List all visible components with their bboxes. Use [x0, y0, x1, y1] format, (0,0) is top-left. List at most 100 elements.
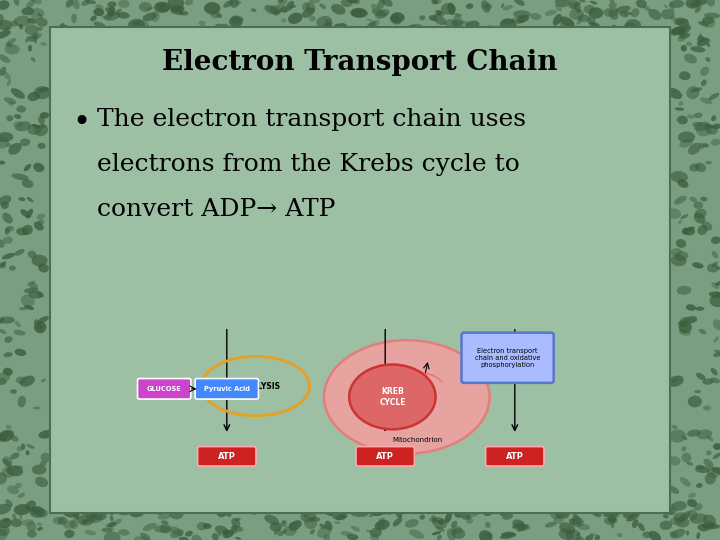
Ellipse shape	[698, 329, 706, 334]
Ellipse shape	[689, 164, 700, 172]
Ellipse shape	[451, 526, 462, 534]
Ellipse shape	[104, 531, 121, 540]
Ellipse shape	[432, 0, 441, 4]
Ellipse shape	[36, 18, 48, 27]
Ellipse shape	[166, 32, 174, 35]
Ellipse shape	[706, 43, 710, 47]
Ellipse shape	[118, 0, 130, 8]
Ellipse shape	[38, 116, 45, 124]
Ellipse shape	[71, 26, 84, 36]
Ellipse shape	[215, 525, 228, 534]
Ellipse shape	[170, 529, 184, 538]
Ellipse shape	[351, 9, 368, 18]
Ellipse shape	[205, 502, 220, 511]
Ellipse shape	[420, 515, 425, 520]
Ellipse shape	[631, 8, 639, 17]
Ellipse shape	[309, 0, 320, 3]
Ellipse shape	[37, 527, 43, 531]
Ellipse shape	[711, 368, 718, 375]
Ellipse shape	[577, 524, 590, 530]
Ellipse shape	[24, 24, 38, 35]
Ellipse shape	[687, 499, 697, 507]
Ellipse shape	[670, 531, 678, 537]
Ellipse shape	[590, 505, 598, 508]
Ellipse shape	[60, 23, 66, 31]
Ellipse shape	[695, 6, 701, 13]
Ellipse shape	[663, 4, 668, 8]
Ellipse shape	[336, 508, 346, 515]
Ellipse shape	[179, 537, 189, 540]
Ellipse shape	[670, 171, 688, 183]
Ellipse shape	[705, 124, 714, 128]
Ellipse shape	[705, 125, 718, 134]
Ellipse shape	[96, 508, 103, 514]
Ellipse shape	[429, 518, 437, 523]
Ellipse shape	[698, 524, 708, 531]
Ellipse shape	[708, 93, 719, 100]
Ellipse shape	[577, 18, 582, 25]
Ellipse shape	[325, 521, 333, 531]
Ellipse shape	[197, 522, 208, 530]
Ellipse shape	[701, 79, 706, 86]
Ellipse shape	[323, 535, 330, 540]
Ellipse shape	[395, 508, 402, 518]
Ellipse shape	[4, 352, 13, 357]
Ellipse shape	[617, 27, 622, 31]
Ellipse shape	[22, 179, 33, 188]
Ellipse shape	[2, 253, 15, 259]
Ellipse shape	[0, 261, 6, 267]
Ellipse shape	[37, 27, 43, 31]
Ellipse shape	[234, 518, 240, 522]
Ellipse shape	[38, 316, 49, 323]
Ellipse shape	[71, 508, 79, 520]
Ellipse shape	[171, 502, 184, 511]
Ellipse shape	[559, 18, 574, 29]
Ellipse shape	[445, 19, 458, 28]
Ellipse shape	[53, 517, 64, 524]
Ellipse shape	[216, 14, 222, 18]
Ellipse shape	[688, 396, 702, 408]
Ellipse shape	[91, 512, 96, 518]
Ellipse shape	[716, 266, 720, 270]
Ellipse shape	[667, 507, 677, 515]
Ellipse shape	[147, 509, 153, 513]
Ellipse shape	[282, 521, 287, 524]
Ellipse shape	[117, 12, 130, 19]
Ellipse shape	[668, 429, 686, 443]
Ellipse shape	[713, 353, 720, 357]
Ellipse shape	[341, 0, 353, 7]
Ellipse shape	[441, 3, 456, 15]
Ellipse shape	[26, 209, 33, 218]
Ellipse shape	[161, 521, 168, 525]
Ellipse shape	[432, 517, 447, 529]
Ellipse shape	[16, 376, 26, 384]
Ellipse shape	[667, 88, 682, 99]
Ellipse shape	[281, 507, 288, 512]
Ellipse shape	[590, 1, 598, 4]
Ellipse shape	[107, 11, 114, 17]
Ellipse shape	[678, 131, 695, 143]
Ellipse shape	[702, 143, 708, 147]
Text: ATP: ATP	[506, 452, 523, 461]
Ellipse shape	[9, 266, 16, 271]
Ellipse shape	[132, 21, 139, 25]
Ellipse shape	[118, 529, 130, 536]
Ellipse shape	[706, 450, 711, 455]
Ellipse shape	[696, 532, 701, 539]
Ellipse shape	[38, 264, 49, 273]
Ellipse shape	[575, 2, 581, 6]
Text: ATP: ATP	[218, 452, 235, 461]
Ellipse shape	[590, 22, 597, 26]
Circle shape	[349, 364, 436, 429]
Ellipse shape	[30, 35, 37, 42]
Ellipse shape	[701, 197, 707, 201]
Ellipse shape	[707, 467, 720, 478]
Ellipse shape	[0, 132, 13, 142]
FancyBboxPatch shape	[195, 379, 258, 399]
Ellipse shape	[11, 435, 19, 442]
Ellipse shape	[19, 376, 35, 387]
Ellipse shape	[229, 17, 243, 27]
Ellipse shape	[445, 512, 452, 523]
Ellipse shape	[0, 518, 12, 528]
Ellipse shape	[679, 33, 690, 39]
